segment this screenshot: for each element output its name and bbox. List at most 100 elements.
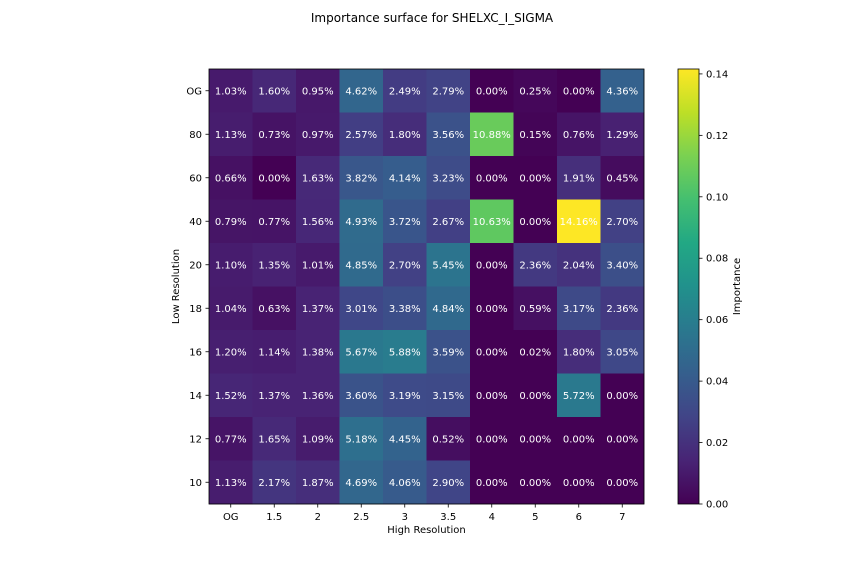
- cell-value-label: 0.59%: [519, 304, 551, 315]
- heatmap-cell: [296, 286, 340, 331]
- heatmap-cell: [252, 243, 297, 287]
- heatmap-cell: [209, 112, 253, 157]
- cell-value-label: 1.80%: [563, 347, 595, 358]
- cell-value-label: 2.36%: [606, 304, 638, 315]
- heatmap-cell: [339, 460, 384, 505]
- heatmap-cell: [470, 243, 514, 287]
- cell-value-label: 4.84%: [432, 304, 464, 315]
- heatmap-cell: [339, 156, 384, 200]
- heatmap-cell: [426, 330, 471, 374]
- cell-value-label: 0.00%: [606, 391, 638, 402]
- heatmap-cell: [470, 330, 514, 374]
- heatmap-cell: [513, 330, 558, 374]
- colorbar-label: Importance: [732, 258, 743, 315]
- cell-value-label: 1.35%: [258, 260, 290, 271]
- heatmap-cell: [252, 69, 297, 113]
- heatmap-cell: [470, 286, 514, 331]
- x-tick-label: 1.5: [266, 512, 282, 523]
- heatmap-cell: [470, 69, 514, 113]
- cell-value-label: 1.65%: [258, 434, 290, 445]
- cell-value-label: 1.03%: [215, 86, 247, 97]
- y-tick-label: OG: [186, 86, 202, 97]
- heatmap-cell: [426, 417, 471, 461]
- cell-value-label: 3.82%: [345, 173, 377, 184]
- x-tick-label: 3: [402, 512, 408, 523]
- cell-value-label: 0.15%: [519, 130, 551, 141]
- cell-value-label: 0.00%: [476, 478, 508, 489]
- y-tick-label: 60: [189, 173, 202, 184]
- cell-value-label: 10.88%: [473, 130, 511, 141]
- cell-value-label: 0.00%: [476, 304, 508, 315]
- cell-value-label: 4.14%: [389, 173, 421, 184]
- heatmap-cell: [296, 417, 340, 461]
- cell-value-label: 2.49%: [389, 86, 421, 97]
- heatmap-cell: [600, 330, 645, 374]
- heatmap-cell: [209, 286, 253, 331]
- heatmap-cell: [339, 112, 384, 157]
- heatmap-cell: [513, 460, 558, 505]
- heatmap-cell: [383, 243, 427, 287]
- cell-value-label: 0.00%: [258, 173, 290, 184]
- heatmap-cell: [209, 417, 253, 461]
- heatmap-cell: [600, 112, 645, 157]
- colorbar-tick-label: 0.14: [706, 69, 728, 80]
- heatmap-cell: [470, 373, 514, 418]
- cell-value-label: 0.45%: [606, 173, 638, 184]
- heatmap-cell: [513, 286, 558, 331]
- cell-value-label: 0.00%: [563, 86, 595, 97]
- x-tick-label: 7: [619, 512, 625, 523]
- x-axis-ticks: OG 1.5 2 2.5 3 3.5 4 5 6 7: [223, 504, 625, 523]
- heatmap-cell: [513, 199, 558, 244]
- cell-value-label: 3.01%: [345, 304, 377, 315]
- x-tick-label: 6: [576, 512, 582, 523]
- heatmap-cell: [209, 460, 253, 505]
- cell-value-label: 0.00%: [476, 173, 508, 184]
- cell-value-label: 4.69%: [345, 478, 377, 489]
- y-tick-label: 80: [189, 130, 202, 141]
- cell-value-label: 3.60%: [345, 391, 377, 402]
- cell-value-label: 1.91%: [563, 173, 595, 184]
- cell-value-label: 3.17%: [563, 304, 595, 315]
- cell-value-label: 0.00%: [519, 173, 551, 184]
- cell-value-label: 3.72%: [389, 217, 421, 228]
- cell-value-label: 14.16%: [560, 217, 598, 228]
- y-tick-label: 16: [189, 347, 202, 358]
- cell-value-label: 3.38%: [389, 304, 421, 315]
- cell-value-label: 3.15%: [432, 391, 464, 402]
- heatmap-cell: [209, 156, 253, 200]
- heatmap-cell: [557, 69, 601, 113]
- cell-value-label: 4.85%: [345, 260, 377, 271]
- cell-value-label: 0.25%: [519, 86, 551, 97]
- heatmap-cell: [600, 417, 645, 461]
- heatmap-cell: [600, 373, 645, 418]
- colorbar-tick-label: 0.08: [706, 254, 728, 265]
- heatmap-cell: [426, 243, 471, 287]
- heatmap-cell: [557, 286, 601, 331]
- heatmap-cell: [252, 460, 297, 505]
- cell-value-label: 1.87%: [302, 478, 334, 489]
- heatmap-cell: [426, 112, 471, 157]
- x-tick-label: 5: [532, 512, 538, 523]
- heatmap-cell: [600, 156, 645, 200]
- y-axis-ticks: OG 80 60 40 20 18 16 14 12 10: [186, 86, 209, 489]
- cell-value-label: 0.77%: [215, 434, 247, 445]
- cell-value-label: 0.00%: [519, 391, 551, 402]
- heatmap-cell: [557, 460, 601, 505]
- heatmap-cell: [383, 330, 427, 374]
- heatmap-cell: [470, 199, 514, 244]
- cell-value-label: 2.79%: [432, 86, 464, 97]
- x-tick-label: OG: [223, 512, 239, 523]
- heatmap-cell: [296, 373, 340, 418]
- heatmap-cell: [557, 373, 601, 418]
- y-tick-label: 20: [189, 260, 202, 271]
- cell-value-label: 1.13%: [215, 478, 247, 489]
- cell-value-label: 1.37%: [258, 391, 290, 402]
- cell-value-label: 3.40%: [606, 260, 638, 271]
- heatmap-cell: [209, 373, 253, 418]
- heatmap-cell: [557, 112, 601, 157]
- heatmap-cell: [470, 112, 514, 157]
- heatmap-cell: [426, 460, 471, 505]
- x-tick-label: 4: [489, 512, 495, 523]
- heatmap-cell: [339, 417, 384, 461]
- heatmap-cell: [339, 199, 384, 244]
